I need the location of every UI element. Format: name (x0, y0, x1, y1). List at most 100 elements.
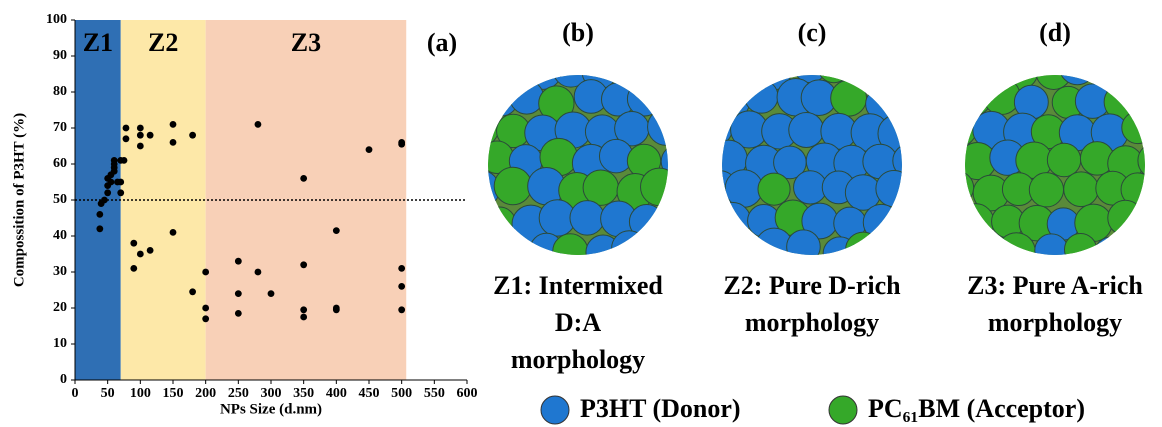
point (333, 306, 340, 313)
caption-line: morphology (988, 308, 1122, 337)
point (117, 179, 124, 186)
x-tick-label: 50 (101, 386, 115, 401)
domain (881, 51, 916, 86)
domain (1036, 54, 1072, 90)
caption-line: Z1: Intermixed (493, 271, 663, 300)
x-tick-label: 250 (228, 386, 249, 401)
point (333, 227, 340, 234)
y-tick-label: 0 (60, 372, 67, 387)
domain (894, 80, 926, 112)
domain (570, 201, 604, 235)
domain (879, 233, 912, 266)
point (235, 258, 242, 265)
point (96, 211, 103, 218)
domain (1108, 200, 1143, 235)
point (104, 189, 111, 196)
domain (948, 232, 980, 264)
x-axis-label: NPs Size (d.nm) (220, 401, 322, 417)
point (123, 125, 130, 132)
domain (983, 78, 1020, 115)
legend-label: PC₆₁BM (Acceptor) (868, 394, 1085, 423)
zone-label: Z2 (148, 28, 178, 57)
x-tick-label: 550 (424, 386, 445, 401)
point (300, 314, 307, 321)
point (130, 240, 137, 247)
y-tick-label: 40 (53, 228, 67, 243)
point (255, 121, 262, 128)
x-tick-label: 500 (391, 386, 412, 401)
point (202, 269, 209, 276)
domain (1092, 53, 1126, 87)
point (300, 306, 307, 313)
y-tick-label: 10 (53, 336, 67, 351)
point (101, 197, 108, 204)
point (235, 310, 242, 317)
domain (1029, 173, 1063, 207)
point (96, 225, 103, 232)
domain (1035, 234, 1068, 267)
domain (789, 112, 824, 147)
domain (854, 51, 887, 84)
x-tick-label: 300 (261, 386, 282, 401)
point (300, 261, 307, 268)
domain (1126, 233, 1162, 269)
domain (876, 171, 912, 207)
domain (698, 48, 735, 85)
y-tick-label: 30 (53, 264, 67, 279)
y-tick-label: 80 (53, 84, 67, 99)
domain (469, 237, 502, 270)
domain (470, 52, 503, 85)
domain (698, 235, 735, 272)
point (300, 175, 307, 182)
domain (1141, 86, 1162, 120)
domain (938, 49, 974, 85)
domain (863, 204, 899, 240)
y-tick-label: 100 (46, 12, 67, 27)
domain (941, 171, 974, 204)
domain (627, 82, 661, 116)
y-axis-label: Compossition of P3HT (%) (11, 113, 27, 287)
domain (494, 167, 531, 204)
point (189, 288, 196, 295)
panel-label: (b) (562, 18, 594, 47)
x-tick-label: 450 (359, 386, 380, 401)
point (121, 157, 128, 164)
point (137, 125, 144, 132)
domain (483, 207, 515, 239)
point (202, 315, 209, 322)
domain (648, 232, 681, 265)
panel-label: (c) (798, 18, 827, 47)
domain (484, 82, 518, 116)
domain (648, 108, 685, 145)
figure: Z1Z2Z30102030405060708090100050100150200… (0, 0, 1162, 427)
y-tick-label: 90 (53, 48, 67, 63)
domain (583, 170, 618, 205)
point (398, 306, 405, 313)
domain (940, 109, 977, 146)
domain (1064, 172, 1099, 207)
domain (492, 232, 527, 267)
point (398, 283, 405, 290)
point (398, 265, 405, 272)
y-tick-label: 20 (53, 300, 67, 315)
domain (647, 53, 682, 88)
x-tick-label: 400 (326, 386, 347, 401)
point (235, 290, 242, 297)
y-tick-label: 70 (53, 120, 67, 135)
morphology-image (462, 49, 698, 270)
point (130, 265, 137, 272)
point (123, 135, 130, 142)
point (137, 251, 144, 258)
domain (891, 206, 926, 241)
point (137, 132, 144, 139)
point (255, 269, 262, 276)
x-tick-label: 350 (293, 386, 314, 401)
domain (665, 84, 698, 117)
x-tick-label: 0 (72, 386, 79, 401)
domain (658, 205, 696, 243)
point (137, 143, 144, 150)
domain (818, 51, 850, 83)
point (170, 229, 177, 236)
point (170, 121, 177, 128)
point (366, 146, 373, 153)
